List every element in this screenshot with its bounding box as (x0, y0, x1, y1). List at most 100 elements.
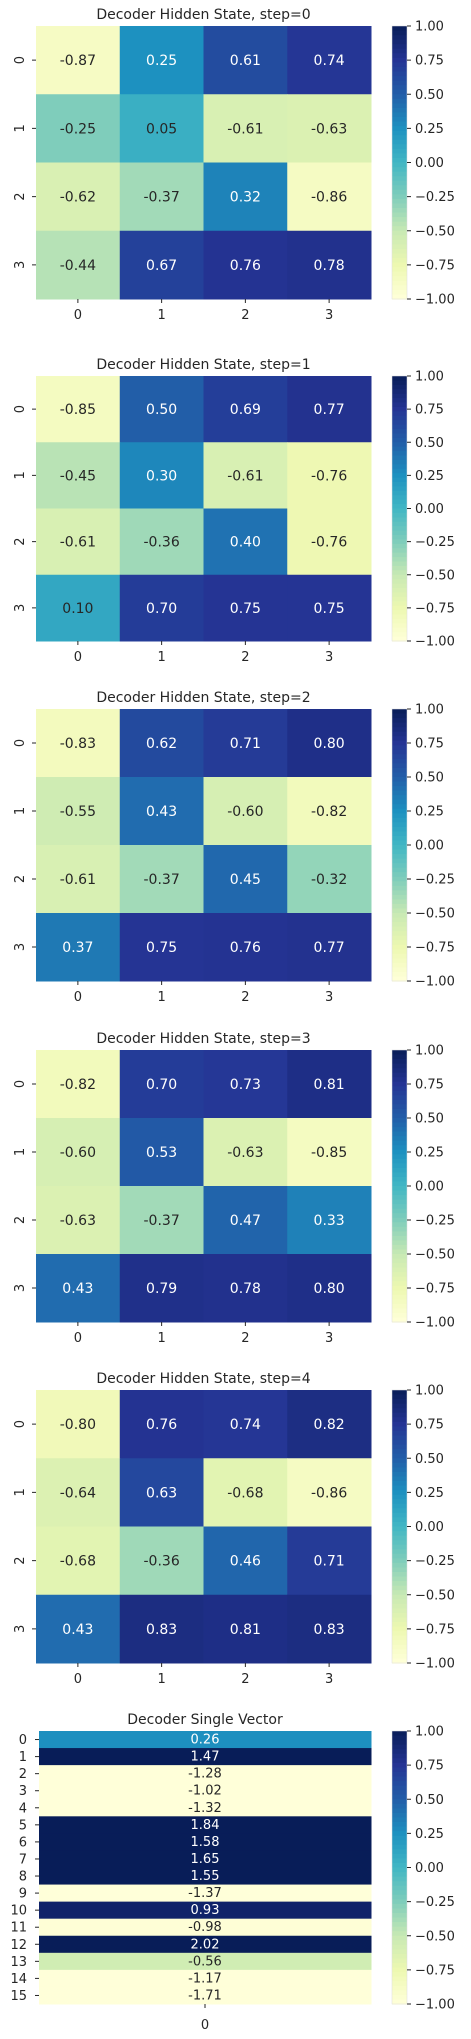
colorbar-segment (392, 949, 407, 955)
heatmap-cell (119, 230, 204, 300)
colorbar-segment (392, 1086, 407, 1092)
colorbar-segment (392, 535, 407, 541)
colorbar-tick-label: 0.75 (415, 1759, 444, 1774)
colorbar-segment (392, 455, 407, 461)
colorbar-segment (392, 1113, 407, 1119)
colorbar-tick-label: 0.25 (415, 1827, 444, 1842)
heatmap-cell (36, 1254, 121, 1323)
colorbar-segment (392, 194, 407, 200)
colorbar-segment (392, 499, 407, 505)
colorbar-segment (392, 94, 407, 100)
colorbar-tick-label: 0.50 (415, 1793, 444, 1808)
colorbar-segment (392, 239, 407, 245)
y-tick-label: 3 (13, 1625, 28, 1633)
cell-value-label: -0.63 (60, 1213, 96, 1229)
colorbar-segment (392, 1426, 407, 1432)
colorbar-segment (392, 504, 407, 510)
y-tick-label: 3 (13, 604, 28, 612)
colorbar-segment (392, 1994, 407, 2001)
colorbar-tick-label: −0.25 (415, 190, 455, 205)
heatmap-cell (39, 1816, 372, 1834)
heatmap-cell (36, 777, 121, 846)
colorbar-segment (392, 588, 407, 594)
colorbar-segment (392, 922, 407, 928)
colorbar-tick-label: 0.50 (415, 1452, 444, 1467)
heatmap-cell (203, 230, 288, 300)
colorbar-segment (392, 468, 407, 474)
heatmap-cell (287, 230, 372, 300)
colorbar-segment (392, 1626, 407, 1632)
cell-value-label: 0.70 (146, 601, 177, 617)
colorbar-segment (392, 1981, 407, 1987)
colorbar-segment (392, 1653, 407, 1660)
colorbar-segment (392, 1226, 407, 1232)
cell-value-label: -0.64 (60, 1485, 96, 1501)
heatmap-cell (203, 1594, 288, 1664)
colorbar-segment (392, 944, 407, 950)
colorbar-segment (392, 623, 407, 629)
x-tick-label: 3 (325, 650, 333, 665)
y-tick-label: 9 (19, 1887, 27, 1902)
colorbar-segment (392, 958, 407, 964)
y-tick-label: 7 (19, 1852, 27, 1867)
colorbar-segment (392, 176, 407, 182)
colorbar-segment (392, 1199, 407, 1205)
colorbar-segment (392, 107, 407, 114)
colorbar-segment (392, 1744, 407, 1750)
colorbar-tick-label: 0.75 (415, 403, 444, 418)
colorbar-segment (392, 389, 407, 395)
heatmap-cell (119, 913, 204, 982)
heatmap-cell (36, 709, 121, 778)
cell-value-label: 0.10 (62, 601, 93, 617)
colorbar-segment (392, 1872, 407, 1878)
heatmap-cell (36, 442, 121, 509)
colorbar-tick-label: −1.00 (415, 1657, 455, 1672)
heatmap-cell (287, 845, 372, 914)
colorbar-segment (392, 1176, 407, 1183)
colorbar-segment (392, 1531, 407, 1537)
colorbar-segment (392, 1412, 407, 1418)
colorbar-segment (392, 226, 407, 232)
colorbar-segment (392, 1753, 407, 1759)
colorbar-segment (392, 1640, 407, 1646)
colorbar-segment (392, 632, 407, 638)
x-tick-label: 1 (157, 1331, 165, 1346)
colorbar-segment (392, 1258, 407, 1264)
cell-value-label: -0.37 (144, 190, 180, 206)
heatmap-cell (39, 1901, 372, 1920)
colorbar-segment (392, 271, 407, 277)
colorbar-segment (392, 180, 407, 186)
colorbar-segment (392, 908, 407, 914)
colorbar-segment (392, 1394, 407, 1400)
cell-value-label: -0.61 (60, 872, 96, 888)
cell-value-label: 0.79 (146, 1281, 177, 1297)
colorbar-segment (392, 570, 407, 576)
cell-value-label: 0.73 (230, 1077, 261, 1093)
colorbar-segment (392, 543, 407, 549)
heatmap-cell (36, 1390, 121, 1459)
colorbar-tick-label: 0.50 (415, 1112, 444, 1127)
colorbar-segment (392, 1608, 407, 1614)
colorbar-segment (392, 1485, 407, 1491)
heatmap-cell (119, 574, 204, 642)
heatmap-cell (119, 26, 204, 95)
colorbar-segment (392, 1885, 407, 1891)
colorbar-segment (392, 1853, 407, 1859)
heatmap-cell (119, 1118, 204, 1187)
cell-value-label: -0.68 (227, 1485, 263, 1501)
colorbar-segment (392, 1490, 407, 1496)
heatmap-panel: Decoder Hidden State, step=2 -0.83 0.62 0.7… (13, 690, 455, 1005)
heatmap-cell (39, 1969, 372, 1988)
y-tick-label: 0 (13, 1080, 28, 1088)
colorbar-segment (392, 384, 407, 390)
colorbar-segment (392, 1158, 407, 1164)
colorbar-segment (392, 899, 407, 905)
colorbar-segment (392, 1831, 407, 1837)
colorbar-segment (392, 212, 407, 218)
colorbar-segment (392, 98, 407, 104)
colorbar-segment (392, 903, 407, 910)
cell-value-label: -1.32 (188, 1801, 222, 1816)
cell-value-label: -0.61 (227, 121, 263, 137)
colorbar-tick-label: −0.50 (415, 1248, 455, 1263)
